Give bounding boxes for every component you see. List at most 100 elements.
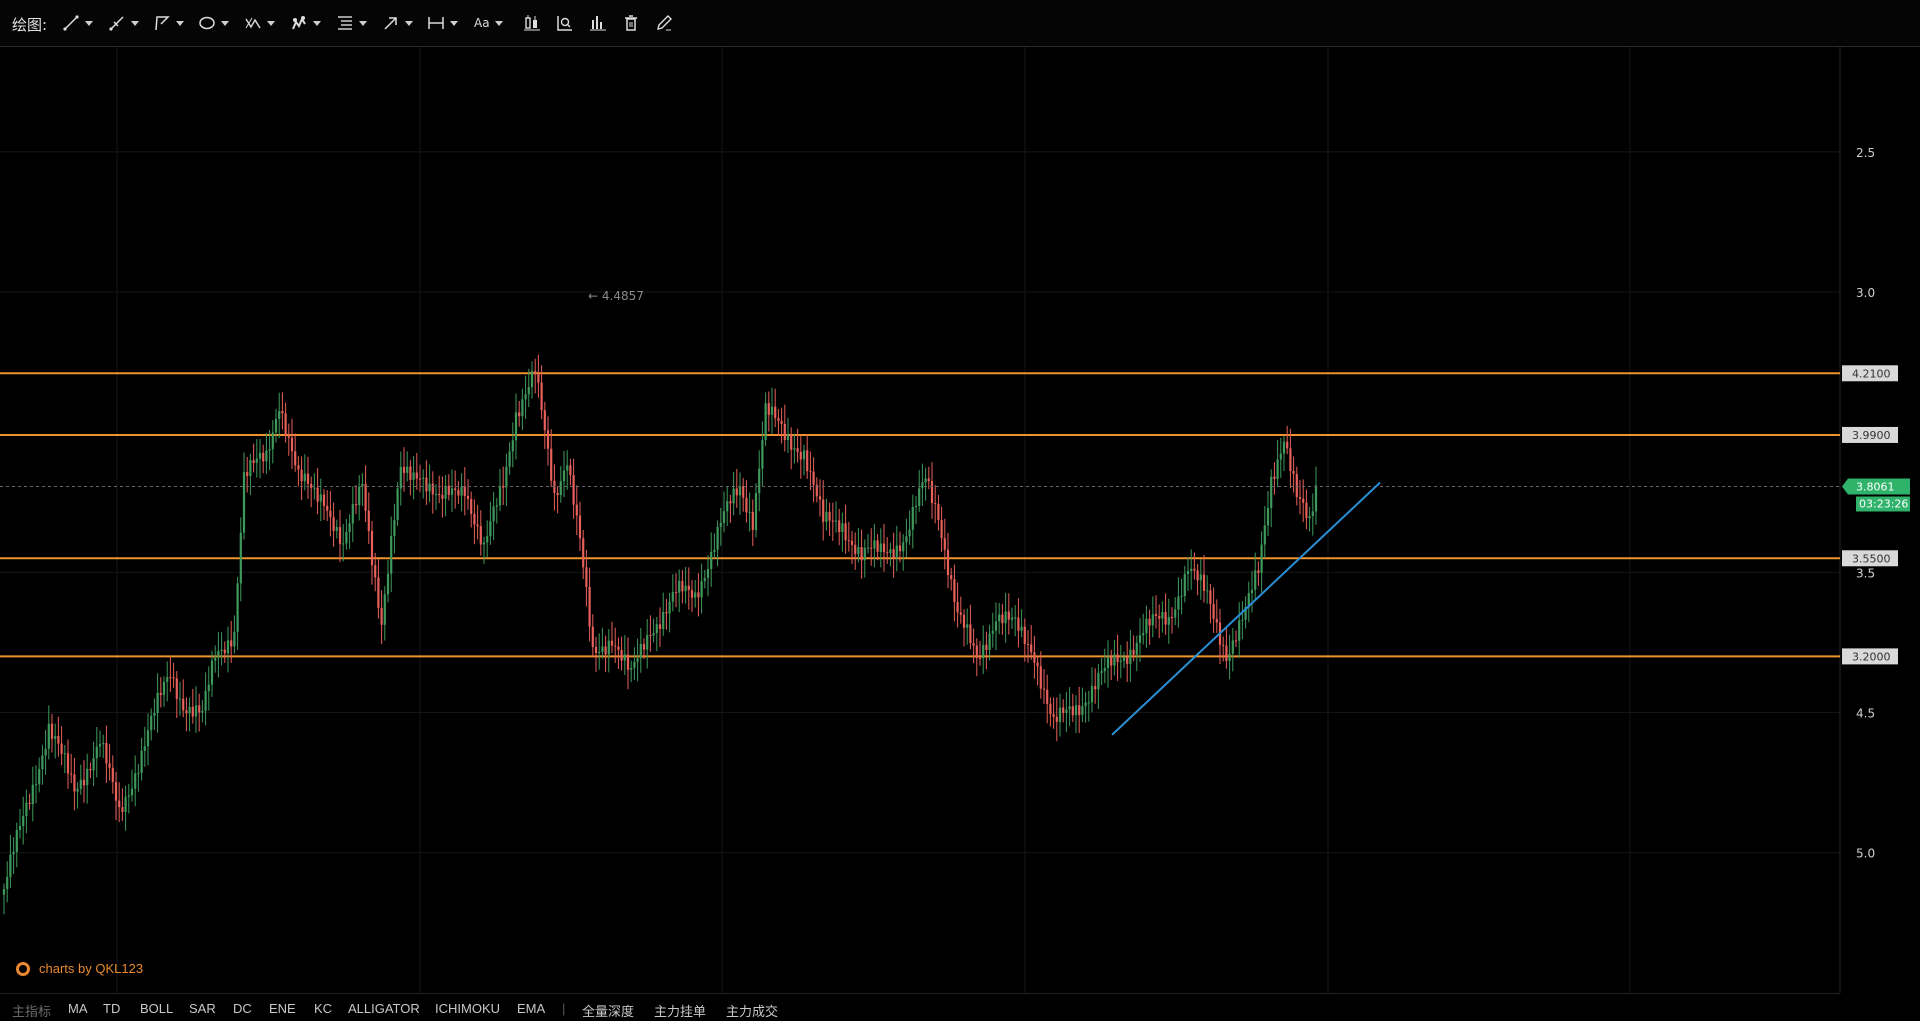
candle-body <box>969 624 972 644</box>
bar-chart-icon <box>590 16 606 31</box>
candle-body <box>770 406 774 415</box>
indicator-td[interactable]: TD <box>103 1001 121 1016</box>
candle-body <box>1023 626 1026 644</box>
candle-body <box>447 485 450 495</box>
candle-body <box>630 667 633 670</box>
indicator-chart-button[interactable] <box>556 10 574 36</box>
candle-body <box>870 547 873 549</box>
candle-body <box>1100 671 1103 673</box>
price-level-tag <box>1842 550 1898 567</box>
candle-body <box>617 646 620 650</box>
candle-body <box>1036 662 1039 667</box>
delete-drawings-button[interactable] <box>622 10 640 36</box>
candle-body <box>866 547 870 549</box>
watermark[interactable]: charts by QKL123 <box>16 961 143 976</box>
indicator-boll[interactable]: BOLL <box>140 1001 174 1016</box>
price-tick-label: 4.5 <box>1856 706 1875 720</box>
candle-body <box>159 692 162 695</box>
ellipse-tool-button[interactable] <box>198 10 229 36</box>
candle-body <box>626 654 630 670</box>
candle-body <box>1247 593 1250 608</box>
candle-body <box>207 684 210 691</box>
polyline-tool-button[interactable] <box>153 10 184 36</box>
text-tool-button[interactable]: Aa <box>474 10 503 36</box>
candle-body <box>1273 476 1276 479</box>
edit-drawings-button[interactable] <box>655 10 673 36</box>
arrow-tool-button[interactable] <box>382 10 413 36</box>
measure-tool-button[interactable] <box>427 10 458 36</box>
indicator-kc[interactable]: KC <box>314 1001 333 1016</box>
candle-body <box>278 410 281 419</box>
candle-body <box>300 469 303 482</box>
candle-body <box>380 607 383 625</box>
candle-body <box>271 432 274 450</box>
candle-body <box>178 698 182 700</box>
indicator-alligator[interactable]: ALLIGATOR <box>348 1001 420 1016</box>
candle-body <box>342 543 345 545</box>
candle-body <box>236 583 239 632</box>
candle-body <box>844 523 847 541</box>
candle-body <box>172 677 175 679</box>
candle-body <box>559 481 562 496</box>
candle-body <box>431 483 434 495</box>
candle-body <box>758 468 761 494</box>
candle-body <box>1068 706 1071 710</box>
line-tool-button[interactable] <box>62 10 93 36</box>
price-chart[interactable]: 5.0 4.5 3.5 3.0 2.5 4.2100 3.9900 3.5500 3.2000… <box>0 47 1920 993</box>
candle-body <box>1270 476 1273 508</box>
indicator-ema[interactable]: EMA <box>517 1001 546 1016</box>
full-depth-button[interactable]: 全量深度 <box>582 1004 635 1019</box>
candle-body <box>79 779 82 789</box>
candle-body <box>569 465 572 476</box>
candle-body <box>537 373 540 383</box>
candle-body <box>169 677 172 679</box>
candle-body <box>482 542 486 545</box>
bar-chart-button[interactable] <box>589 10 607 36</box>
candle-body <box>34 784 38 786</box>
pattern-tool-button[interactable] <box>244 10 275 36</box>
candle-body <box>460 486 463 496</box>
indicator-ichimoku[interactable]: ICHIMOKU <box>435 1001 500 1016</box>
candle-body <box>1052 714 1055 717</box>
candle-body <box>1206 590 1209 592</box>
main-trades-button[interactable]: 主力成交 <box>726 1004 779 1019</box>
candle-body <box>223 649 226 654</box>
candle-body <box>383 594 386 625</box>
candle-body <box>636 658 639 662</box>
candle-body <box>882 543 886 553</box>
candle-body <box>121 807 124 812</box>
candle-body <box>1234 640 1238 642</box>
line-tool-icon <box>63 15 79 31</box>
indicator-sar[interactable]: SAR <box>189 1001 216 1016</box>
ray-tool-button[interactable] <box>108 10 139 36</box>
indicator-ma[interactable]: MA <box>68 1001 88 1016</box>
candle-body <box>1161 611 1164 619</box>
candle-body <box>745 497 748 513</box>
candle-body <box>102 743 105 745</box>
price-level-tag <box>1842 648 1898 665</box>
candle-body <box>786 434 790 440</box>
candle-body <box>454 488 457 491</box>
candle-body <box>438 494 441 496</box>
candle-body <box>914 506 918 508</box>
main-orders-button[interactable]: 主力挂单 <box>654 1004 707 1019</box>
candle-body <box>994 621 998 631</box>
candle-body <box>716 526 719 550</box>
candle-body <box>1289 448 1292 471</box>
candle-body <box>351 504 354 524</box>
candle-body <box>1004 611 1007 624</box>
candle-body <box>985 644 988 651</box>
candle-body <box>332 517 335 531</box>
candle-body <box>620 649 623 661</box>
candle-body <box>1126 657 1129 664</box>
candle-body <box>1122 657 1126 661</box>
drawing-toolbar: 绘图: Aa <box>0 0 1920 47</box>
candle-body <box>402 466 406 473</box>
indicator-dc[interactable]: DC <box>233 1001 252 1016</box>
fib-tool-button[interactable] <box>336 10 367 36</box>
candle-body <box>790 434 793 450</box>
indicator-ene[interactable]: ENE <box>269 1001 296 1016</box>
candle-style-button[interactable] <box>523 10 541 36</box>
brush-tool-button[interactable] <box>290 10 321 36</box>
candle-body <box>908 529 911 537</box>
